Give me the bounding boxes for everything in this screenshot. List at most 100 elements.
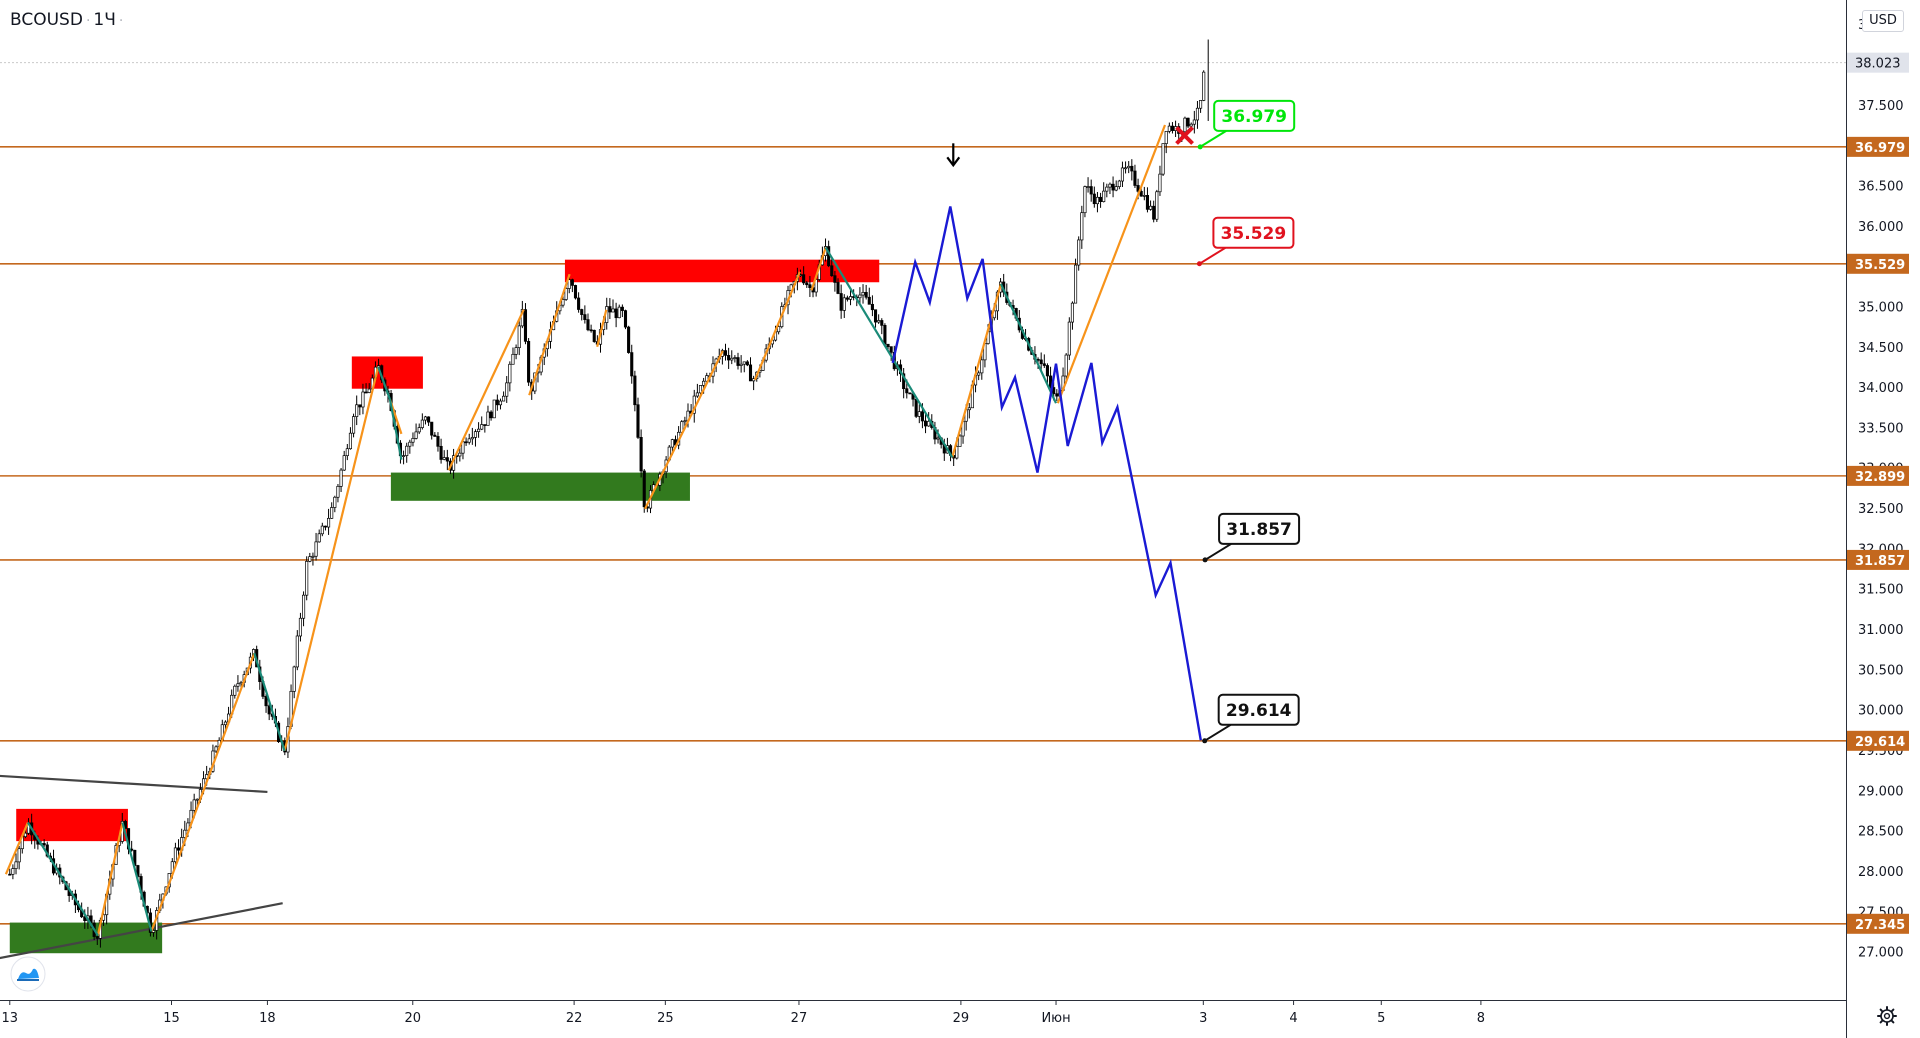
cross-stroke (1175, 126, 1194, 145)
candle-body (342, 455, 346, 471)
candle-body (1045, 365, 1049, 377)
candle-body (739, 363, 743, 366)
callout-anchor (1196, 261, 1202, 267)
candle-body (627, 326, 631, 353)
candle-body (417, 427, 421, 433)
candle-body (333, 496, 337, 508)
candle-body (423, 416, 428, 421)
candle-body (777, 326, 781, 333)
symbol-title[interactable]: BCOUSD · 1Ч · (10, 10, 126, 30)
candle-body (1158, 173, 1162, 193)
candle-body (1120, 167, 1124, 182)
down-wave-line (121, 822, 153, 932)
candle-body (492, 399, 496, 419)
candle-body (636, 404, 640, 438)
level-price-label: 35.529 (1855, 258, 1905, 273)
candle-body (936, 437, 940, 440)
callout-pointer (1204, 543, 1232, 561)
candle-body (633, 375, 637, 406)
time-axis[interactable]: 13 15 18 20 22 25 27 29 Июн 3 4 5 8 (0, 1000, 1846, 1026)
y-tick-label: 28.500 (1858, 825, 1904, 840)
candle-body (883, 325, 887, 345)
candle-body (348, 432, 352, 450)
annotations: 36.979 35.529 31.857 29.614 (946, 99, 1301, 744)
candle-body (858, 294, 862, 299)
candle-body (1183, 117, 1187, 133)
candle-body (1105, 186, 1109, 192)
candle-body (320, 525, 324, 535)
candle-body (1080, 212, 1084, 241)
candle-body (639, 437, 643, 472)
price-axis[interactable]: 27.00027.50028.00028.50029.00029.50030.0… (1846, 0, 1920, 1038)
price-callout: 35.529 (1196, 216, 1295, 267)
candle-body (420, 419, 424, 428)
x-tick-label: 27 (791, 1011, 808, 1026)
callout-anchor (1202, 738, 1208, 744)
trendline (0, 902, 283, 960)
currency-badge[interactable]: USD (1862, 10, 1904, 32)
candle-body (1064, 354, 1068, 377)
callout-label: 31.857 (1226, 520, 1292, 540)
candle-body (733, 357, 737, 359)
level-price-label: 31.857 (1855, 554, 1905, 569)
interval-label[interactable]: 1Ч (93, 10, 116, 30)
up-wave-line (753, 271, 801, 381)
candle-body (302, 594, 306, 619)
candle-body (702, 380, 706, 386)
candle-body (617, 306, 621, 319)
level-price-label: 36.979 (1855, 141, 1905, 156)
candle-body (427, 416, 431, 423)
candle-body (1189, 123, 1193, 127)
level-price-label: 27.345 (1855, 918, 1905, 933)
down-wave-line (388, 398, 403, 460)
candle-body (1117, 180, 1121, 187)
y-tick-label: 36.500 (1858, 179, 1904, 194)
candle-body (295, 635, 299, 668)
y-tick-label: 31.500 (1858, 583, 1904, 598)
candle-body (1039, 359, 1043, 365)
symbol-name: BCOUSD (10, 10, 83, 30)
x-tick-label: Июн (1041, 1011, 1070, 1026)
candle-body (402, 455, 406, 457)
level-price-tag (1847, 913, 1909, 934)
candle-body (470, 437, 474, 440)
current-price-tag (1847, 52, 1909, 73)
candle-body (486, 411, 490, 426)
candle-body (873, 309, 878, 323)
x-tick-label: 3 (1199, 1011, 1207, 1026)
candle-body (1074, 264, 1078, 304)
candle-body (589, 329, 593, 332)
candle-body (1161, 143, 1165, 175)
candle-body (173, 847, 177, 863)
candle-body (927, 421, 931, 427)
candle-body (802, 274, 806, 284)
down-wave-line (377, 366, 391, 400)
candle-body (748, 364, 753, 382)
horizontal-levels (0, 62, 1846, 925)
candle-body (886, 343, 890, 347)
candle-body (192, 799, 196, 811)
candle-body (436, 436, 440, 447)
gear-icon[interactable] (1876, 1005, 1898, 1027)
tradingview-logo-icon[interactable] (10, 956, 46, 992)
callout-box (1217, 693, 1300, 726)
candle-body (195, 798, 199, 801)
trendline (0, 774, 268, 794)
candle-body (1083, 186, 1087, 214)
candle-body (1089, 186, 1093, 195)
candle-body (614, 308, 618, 319)
candle-body (83, 916, 87, 921)
x-tick-label: 13 (1, 1011, 18, 1026)
down-wave-line (26, 822, 99, 937)
candle-body (42, 843, 46, 846)
candle-body (467, 438, 471, 443)
candle-body (433, 434, 437, 437)
candle-body (523, 309, 528, 342)
candle-body (1124, 167, 1128, 170)
y-tick-label: 35.000 (1858, 300, 1904, 315)
candle-body (745, 361, 749, 366)
candle-body (308, 556, 312, 562)
candle-body (830, 265, 834, 277)
candle-body (1111, 183, 1115, 191)
